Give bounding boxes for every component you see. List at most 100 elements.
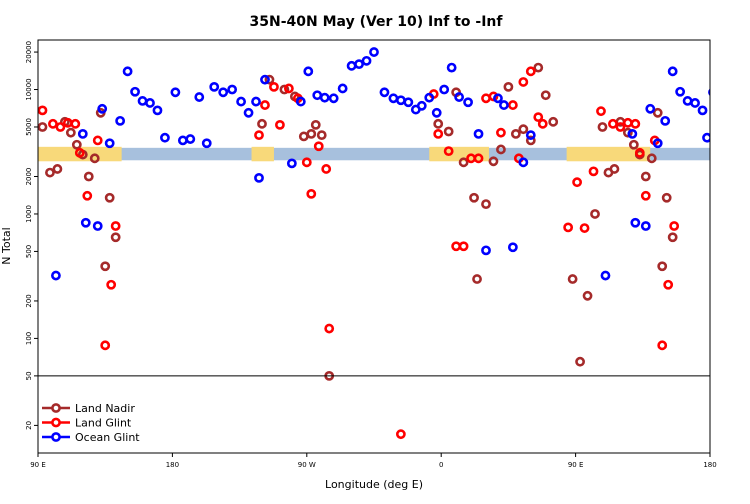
ocean-glint-point — [463, 97, 473, 108]
land-glint-point — [74, 147, 85, 158]
ocean-glint-point — [630, 217, 641, 228]
land-glint-point — [106, 279, 117, 290]
ocean-glint-point — [388, 93, 399, 104]
ocean-glint-point — [416, 100, 427, 111]
ocean-glint-point — [115, 115, 126, 126]
land-nadir-point — [89, 153, 100, 164]
land-glint-point — [537, 118, 548, 129]
land-glint-point — [100, 340, 111, 351]
map-strip-land — [566, 146, 651, 162]
land-glint-point — [563, 222, 574, 233]
ocean-glint-point — [675, 86, 686, 97]
y-axis-label: N Total — [0, 227, 13, 264]
land-glint-point — [663, 279, 674, 290]
ocean-glint-point — [170, 87, 181, 98]
land-nadir-point — [582, 290, 593, 301]
x-tick-label: 180 — [166, 461, 179, 469]
land-glint-point — [443, 146, 454, 157]
land-glint-point — [458, 241, 469, 252]
chart-title: 35N-40N May (Ver 10) Inf to -Inf — [250, 14, 504, 30]
land-glint-point — [533, 112, 544, 123]
land-glint-point — [313, 141, 324, 152]
ocean-glint-point — [454, 92, 465, 102]
ocean-glint-point — [218, 87, 229, 98]
land-glint-point — [451, 241, 462, 252]
x-tick-label: 90 E — [30, 461, 46, 469]
land-nadir-point — [100, 261, 111, 272]
land-glint-point — [254, 130, 264, 141]
land-nadir-point — [104, 192, 115, 203]
land-glint-point — [473, 153, 484, 164]
legend-label: Ocean Glint — [75, 431, 140, 444]
land-nadir-point — [657, 261, 668, 272]
land-nadir-point — [652, 107, 663, 118]
ocean-glint-point — [354, 59, 364, 70]
land-nadir-point — [597, 122, 608, 132]
ocean-glint-point — [295, 96, 306, 107]
ocean-glint-point — [481, 245, 491, 256]
ocean-glint-point — [337, 83, 348, 94]
ocean-glint-point — [260, 74, 270, 85]
land-nadir-point — [472, 274, 482, 284]
land-glint-point — [321, 164, 332, 174]
land-glint-point — [518, 77, 529, 87]
ocean-glint-point — [251, 96, 261, 107]
land-nadir-point — [110, 232, 121, 243]
legend-marker — [51, 432, 61, 442]
land-glint-point — [596, 106, 606, 117]
ocean-glint-point — [319, 92, 330, 103]
ocean-glint-point — [379, 87, 390, 98]
data-points — [38, 47, 710, 440]
land-glint-point — [630, 118, 641, 129]
ocean-glint-point — [97, 103, 108, 114]
ocean-glint-point — [209, 81, 220, 92]
ocean-glint-point — [152, 105, 163, 116]
y-tick-label: 1000 — [25, 205, 33, 223]
land-glint-point — [306, 188, 317, 199]
land-glint-point — [92, 135, 103, 146]
x-axis: 90 E 180 90 W 0 90 E 180 — [30, 453, 717, 469]
land-glint-point — [622, 117, 633, 128]
ocean-glint-point — [627, 128, 638, 139]
map-strip-ocean — [38, 147, 710, 161]
land-nadir-point — [640, 171, 651, 182]
land-glint-point — [669, 221, 680, 231]
y-tick-label: 20 — [25, 421, 33, 430]
ocean-glint-point — [227, 84, 238, 95]
land-nadir-point — [458, 157, 469, 168]
ocean-glint-point — [194, 92, 205, 102]
y-tick-label: 100 — [25, 332, 33, 345]
land-glint-point — [324, 323, 335, 334]
land-glint-point — [525, 66, 536, 77]
land-nadir-point — [257, 118, 267, 129]
land-nadir-point — [71, 139, 82, 150]
land-glint-point — [260, 100, 270, 110]
land-nadir-point — [525, 135, 536, 146]
land-nadir-point — [45, 167, 55, 178]
ocean-glint-point — [690, 98, 700, 108]
land-nadir-point — [433, 118, 444, 129]
legend-marker — [51, 403, 61, 413]
x-tick-label: 180 — [703, 461, 716, 469]
x-tick-label: 90 W — [298, 461, 316, 469]
land-nadir-point — [540, 90, 551, 101]
ocean-glint-point — [682, 96, 693, 106]
ocean-glint-point — [51, 270, 61, 281]
land-glint-point — [640, 190, 651, 201]
ocean-glint-point — [493, 93, 503, 104]
land-nadir-point — [548, 116, 559, 127]
land-glint-point — [496, 127, 506, 138]
ocean-glint-point — [600, 270, 611, 281]
land-nadir-point — [306, 128, 317, 139]
land-glint-point — [55, 122, 66, 132]
ocean-glint-point — [243, 107, 254, 118]
land-nadir-point — [316, 130, 327, 141]
land-glint-point — [608, 118, 618, 129]
land-nadir-point — [533, 62, 544, 73]
land-nadir-point — [622, 127, 633, 138]
x-axis-label: Longitude (deg E) — [325, 478, 423, 491]
ocean-glint-point — [145, 98, 155, 108]
land-glint-point — [634, 147, 645, 158]
land-nadir-point — [488, 156, 499, 167]
